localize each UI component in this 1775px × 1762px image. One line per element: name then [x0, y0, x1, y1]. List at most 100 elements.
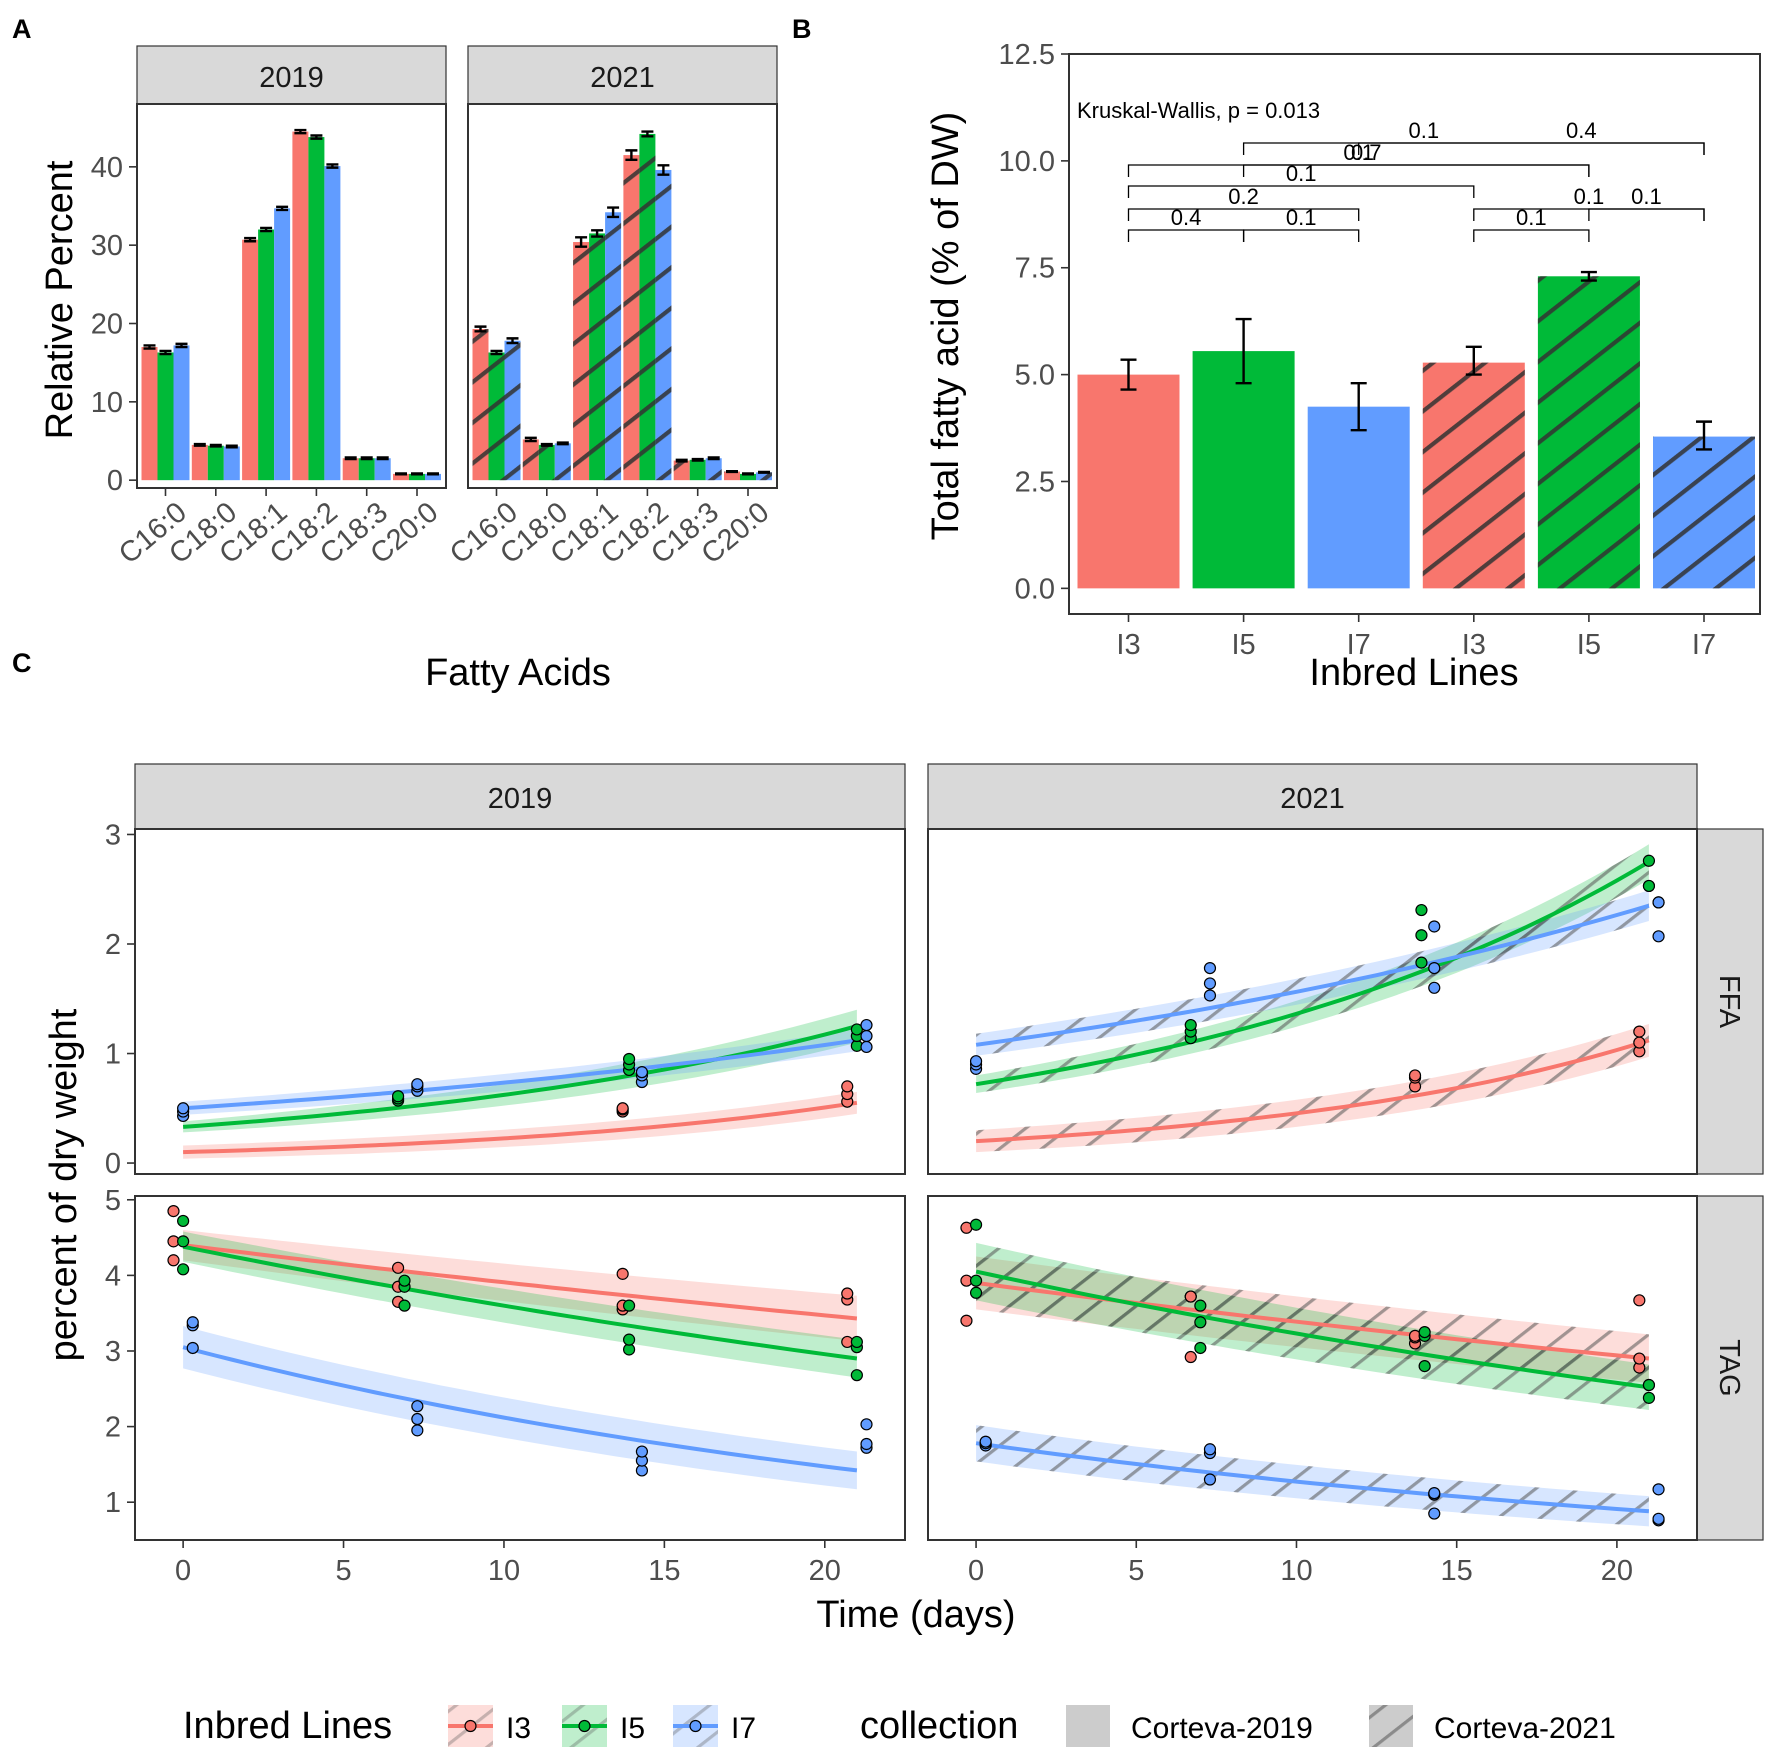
c-point-2019-TAG-I7 [411, 1424, 424, 1437]
b-bar-I7-Corteva-2019 [1307, 406, 1410, 589]
a-y-tick-label: 20 [91, 309, 123, 341]
b-comparison-p-label: 0.7 [1351, 140, 1382, 165]
a-errorbar-2019-I7-C18:1 [276, 205, 289, 212]
a-bar-2019-I3-C18:0 [191, 444, 208, 481]
c-x-tick-label: 0 [175, 1555, 191, 1587]
c-y-tick-label: 3 [105, 819, 121, 851]
c-point-2019-TAG-I3 [167, 1205, 180, 1218]
legend-label-I5: I5 [620, 1712, 645, 1745]
c-panel-border-2019-FFA [134, 828, 906, 1175]
a-bar-2019-I7-C20:0 [425, 473, 441, 481]
b-y-tick-label: 2.5 [1015, 466, 1055, 498]
c-point-2019-TAG-I3 [616, 1267, 629, 1280]
a-errorbar-2021-I7-C18:1 [607, 206, 620, 219]
c-point-2019-TAG-I5 [622, 1333, 636, 1346]
c-point-2019-TAG-I7 [411, 1412, 424, 1426]
a-errorbar-2021-I5-C18:2 [641, 130, 654, 138]
b-comparison-p-label: 0.1 [1286, 205, 1317, 230]
c-x-tick-label: 5 [335, 1555, 351, 1587]
c-fit-line-2021-TAG-I5 [975, 1269, 1650, 1390]
a-errorbar-2019-I3-C16:0 [143, 344, 156, 350]
a-errorbar-2019-I5-C18:1 [260, 226, 273, 233]
c-point-2021-TAG-I3 [960, 1314, 973, 1327]
a-errorbar-2019-I3-C18:2 [294, 128, 307, 135]
c-point-2019-TAG-I3 [167, 1254, 180, 1267]
c-point-2019-FFA-I7 [860, 1018, 873, 1032]
c-fit-line-2019-FFA-I5 [182, 1024, 858, 1129]
c-x-tick-label: 20 [1601, 1555, 1633, 1587]
a-strip-2019 [136, 45, 447, 105]
legend-label-I3: I3 [506, 1712, 531, 1745]
b-x-axis-title: Inbred Lines [1309, 652, 1518, 694]
c-ci-band-hatch [976, 1024, 1649, 1153]
b-bar-I5-Corteva-2019 [1192, 351, 1295, 589]
a-errorbar-2019-I7-C20:0 [427, 472, 439, 476]
c-point-2021-TAG-I7 [1203, 1473, 1217, 1486]
a-errorbar-2021-I3-C18:0 [524, 436, 537, 443]
a-errorbar-2021-I7-C18:3 [707, 456, 720, 461]
c-fit-line-2021-TAG-I3 [975, 1280, 1650, 1361]
b-comparison-p-label: 0.1 [1286, 161, 1317, 186]
a-errorbar-2019-I5-C18:3 [360, 456, 373, 461]
legend-collection-key-hatch [1369, 1705, 1413, 1747]
a-errorbar-2019-I7-C18:2 [326, 163, 339, 169]
legend-key-point-I7 [689, 1719, 702, 1733]
c-point-2021-TAG-I7 [979, 1435, 992, 1448]
legend-collection-label-Corteva-2021: Corteva-2021 [1434, 1712, 1616, 1745]
c-strip-2019 [134, 763, 906, 830]
a-errorbar-2021-I7-C18:0 [556, 441, 569, 446]
b-bar-hatch [1653, 436, 1755, 589]
a-bar-2019-I5-C18:0 [207, 445, 224, 481]
a-errorbar-2019-I5-C20:0 [411, 472, 423, 476]
legend-collection-label-Corteva-2019: Corteva-2019 [1131, 1712, 1313, 1745]
a-errorbar-2019-I7-C16:0 [175, 342, 188, 349]
c-point-2019-TAG-I3 [391, 1261, 405, 1274]
a-errorbar-2021-I5-C18:0 [540, 442, 553, 447]
a-errorbar-2019-I5-C16:0 [159, 349, 172, 356]
a-errorbar-2019-I5-C18:2 [310, 134, 323, 140]
c-point-2021-FFA-I7 [1428, 981, 1441, 994]
c-y-tick-label: 1 [105, 1039, 121, 1071]
b-comparison-bracket [1127, 164, 1590, 177]
c-point-2021-FFA-I7 [1428, 961, 1441, 975]
a-bar-2019-I7-C18:1 [274, 208, 291, 481]
a-errorbar-2019-I3-C18:0 [193, 442, 206, 447]
c-fit-line-2019-TAG-I7 [182, 1345, 858, 1473]
b-comparison-p-label: 0.2 [1228, 184, 1259, 209]
b-comparison-bracket [1127, 185, 1475, 198]
a-strip-label-2021: 2021 [590, 62, 655, 94]
b-comparison-bracket [1242, 142, 1705, 155]
b-bar-hatch [1422, 362, 1525, 589]
c-panel-border-2019-TAG [134, 1195, 906, 1541]
b-comparison-bracket [1473, 229, 1590, 242]
c-point-2021-FFA-I7 [1203, 961, 1217, 975]
a-y-tick-label: 40 [91, 152, 123, 184]
c-point-2021-TAG-I3 [1633, 1352, 1646, 1365]
c-y-tick-label: 2 [105, 929, 121, 961]
a-y-tick-label: 0 [107, 465, 123, 497]
b-x-tick-label: I5 [1577, 629, 1601, 661]
c-point-2021-TAG-I5 [1194, 1299, 1207, 1312]
b-panel-bg [1069, 54, 1760, 614]
c-x-tick-label: 10 [1280, 1555, 1312, 1587]
c-strip-label-2021: 2021 [1280, 783, 1345, 815]
c-panel-bg-2019-FFA [135, 829, 905, 1174]
legend-lines-title: Inbred Lines [183, 1705, 392, 1747]
a-bar-hatch [655, 169, 672, 481]
c-point-2021-FFA-I7 [1652, 930, 1665, 943]
c-point-2019-TAG-I7 [186, 1316, 199, 1329]
a-bar-hatch [538, 444, 555, 481]
c-fit-line-2019-FFA-I3 [183, 1100, 858, 1155]
c-point-2021-TAG-I5 [1194, 1341, 1207, 1355]
b-y-axis-title: Total fatty acid (% of DW) [925, 112, 967, 541]
c-ci-band-2019-TAG-I5 [183, 1231, 857, 1378]
b-x-tick-label: I3 [1462, 629, 1486, 661]
c-x-tick-label: 10 [488, 1555, 520, 1587]
c-point-2021-TAG-I3 [1184, 1350, 1197, 1364]
c-point-2021-TAG-I7 [1652, 1483, 1665, 1496]
c-point-2021-TAG-I3 [1633, 1294, 1646, 1307]
c-point-2019-FFA-I5 [622, 1052, 636, 1066]
c-point-2021-TAG-I5 [1194, 1316, 1207, 1329]
b-x-tick-label: I7 [1347, 629, 1371, 661]
a-errorbar-2021-I3-C16:0 [474, 325, 487, 333]
